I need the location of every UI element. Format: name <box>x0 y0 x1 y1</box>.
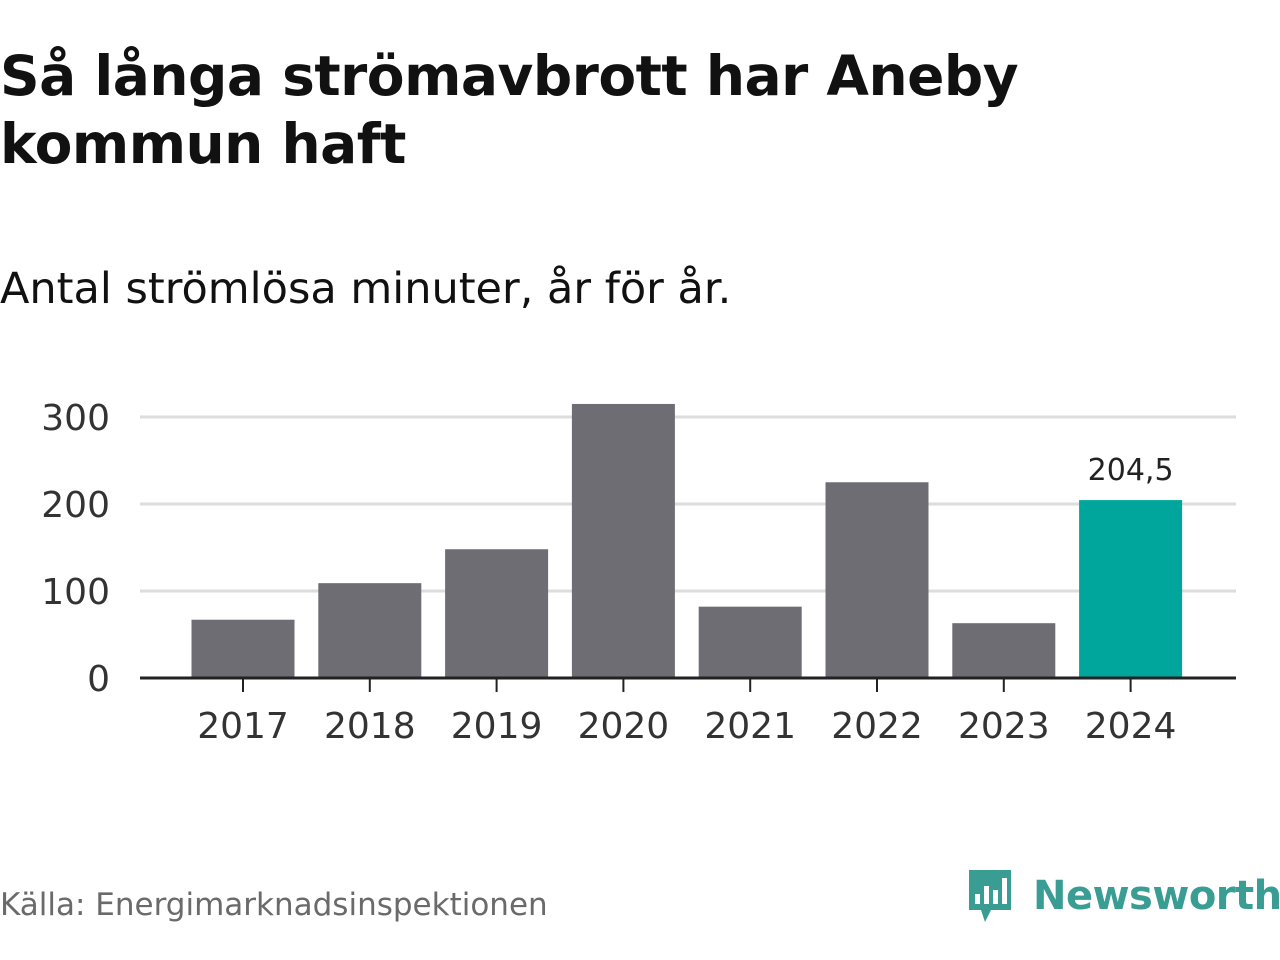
bar-2021 <box>698 606 802 678</box>
y-tick-label: 100 <box>41 572 110 613</box>
x-tick-label: 2021 <box>704 706 796 747</box>
data-label: 204,5 <box>1088 453 1174 488</box>
x-tick-label: 2024 <box>1085 706 1177 747</box>
source-note: Källa: Energimarknadsinspektionen <box>0 887 548 923</box>
brand-name: Newsworthy <box>1033 873 1280 919</box>
bar-2020 <box>571 403 675 678</box>
x-tick-label: 2017 <box>197 706 289 747</box>
y-tick-label: 300 <box>41 398 110 439</box>
y-tick-label: 200 <box>41 485 110 526</box>
x-tick-label: 2020 <box>578 706 670 747</box>
bar-2023 <box>952 623 1056 678</box>
x-tick-label: 2019 <box>451 706 543 747</box>
brand: Newsworthy <box>965 864 1280 928</box>
bar-chart: 0 100 200 300 2017 2018 2019 2020 2021 2022 2023 20… <box>41 398 1236 747</box>
bar-2024 <box>1079 500 1183 678</box>
bar-2019 <box>445 549 549 678</box>
bar-2022 <box>825 482 929 678</box>
chart-subtitle: Antal strömlösa minuter, år för år. <box>0 264 732 314</box>
x-tick-label: 2023 <box>958 706 1050 747</box>
y-tick-label: 0 <box>87 659 110 700</box>
bar-2018 <box>318 583 422 678</box>
chart-title: Så långa strömavbrott har Aneby kommun h… <box>0 44 1019 176</box>
bar-2017 <box>191 619 295 678</box>
newsworthy-logo-icon <box>969 870 1011 922</box>
x-tick-label: 2022 <box>831 706 923 747</box>
x-tick-label: 2018 <box>324 706 416 747</box>
